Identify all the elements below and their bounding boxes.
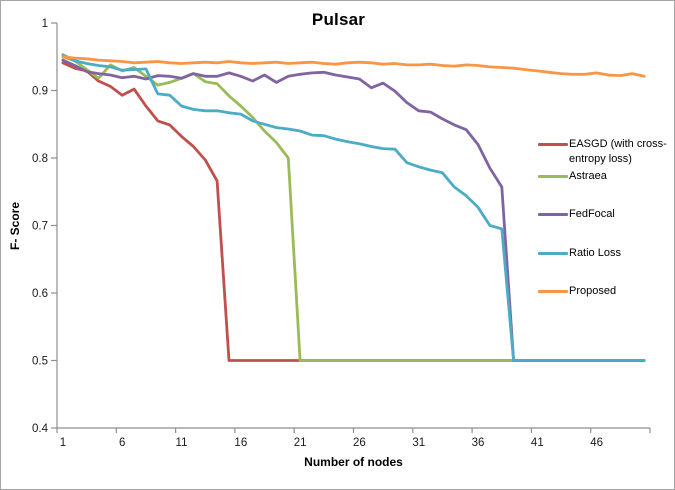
legend: EASGD (with cross-entropy loss) Astraea Fe… — [538, 1, 674, 489]
x-tick-label: 41 — [531, 437, 544, 449]
x-tick-label: 31 — [412, 437, 425, 449]
x-axis-title: Number of nodes — [304, 455, 403, 469]
y-tick-label: 0.9 — [32, 86, 48, 98]
legend-item: Astraea — [538, 169, 671, 184]
legend-label: FedFocal — [569, 208, 615, 220]
legend-swatch — [538, 175, 568, 178]
x-tick-label: 11 — [176, 437, 188, 449]
y-tick-label: 0.5 — [32, 356, 48, 368]
x-tick-label: 6 — [119, 437, 125, 449]
legend-swatch — [538, 290, 568, 293]
legend-label: Ratio Loss — [569, 247, 621, 259]
y-tick-label: 0.4 — [32, 423, 49, 435]
legend-swatch — [538, 143, 568, 146]
legend-item: EASGD (with cross-entropy loss) — [538, 137, 671, 167]
legend-label: EASGD (with cross-entropy loss) — [569, 138, 667, 165]
y-tick-label: 1 — [42, 18, 48, 30]
legend-swatch — [538, 252, 568, 255]
legend-item: FedFocal — [538, 207, 671, 222]
x-tick-label: 21 — [294, 437, 307, 449]
y-tick-label: 0.7 — [32, 221, 48, 233]
x-tick-label: 46 — [590, 437, 603, 449]
legend-item: Proposed — [538, 284, 671, 299]
chart-title: Pulsar — [311, 10, 366, 29]
y-tick-label: 0.8 — [32, 153, 48, 165]
series-line — [61, 55, 646, 78]
legend-label: Proposed — [569, 285, 617, 297]
y-tick-label: 0.6 — [32, 288, 48, 300]
x-tick-label: 1 — [60, 437, 66, 449]
x-tick-label: 26 — [353, 437, 366, 449]
y-axis-title: F- Score — [8, 202, 22, 251]
x-tick-label: 36 — [472, 437, 485, 449]
legend-item: Ratio Loss — [538, 246, 671, 261]
legend-swatch — [538, 213, 568, 216]
series-line — [61, 53, 646, 362]
legend-label: Astraea — [569, 170, 607, 182]
x-tick-label: 16 — [234, 437, 247, 449]
